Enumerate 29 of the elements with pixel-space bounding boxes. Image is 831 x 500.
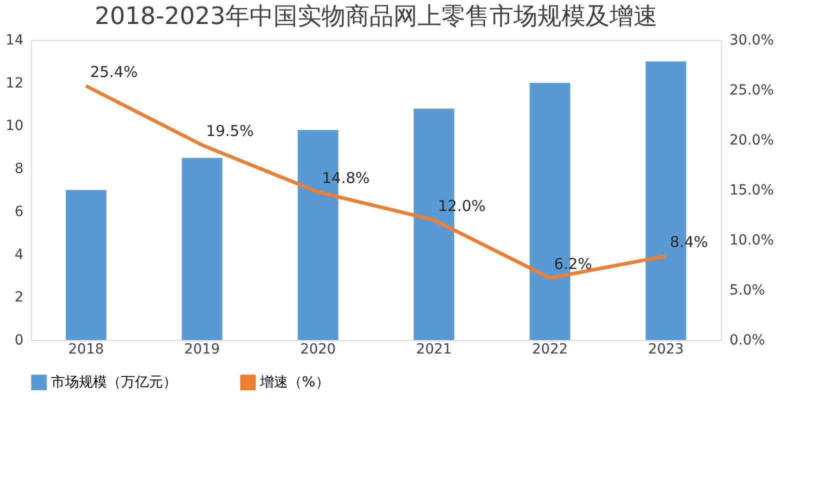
data-label: 19.5% (206, 122, 254, 140)
y-tick-label: 2 (14, 290, 24, 306)
y2-tick-label: 10.0% (730, 232, 774, 248)
y-tick-label: 10 (6, 118, 24, 134)
data-label: 25.4% (90, 63, 138, 81)
x-tick-label: 2022 (532, 342, 568, 358)
y2-tick-label: 5.0% (730, 282, 766, 298)
chart-title: 2018-2023年中国实物商品网上零售市场规模及增速 (94, 2, 658, 30)
y-tick-label: 12 (6, 75, 24, 92)
x-tick-label: 2021 (416, 342, 452, 358)
y2-tick-label: 0.0% (730, 332, 766, 348)
x-tick-label: 2023 (648, 342, 684, 358)
bar (182, 158, 222, 340)
y-tick-label: 0 (14, 332, 24, 348)
y2-tick-label: 30.0% (730, 32, 774, 48)
x-tick-label: 2018 (68, 342, 104, 358)
legend-label: 市场规模（万亿元） (51, 374, 177, 390)
x-tick-label: 2019 (184, 342, 220, 358)
y2-tick-label: 20.0% (730, 132, 774, 148)
y-tick-label: 14 (6, 32, 24, 48)
y2-tick-label: 15.0% (730, 182, 774, 198)
x-tick-label: 2020 (300, 342, 336, 358)
y2-tick-label: 25.0% (730, 82, 774, 98)
bar (66, 190, 106, 340)
y-tick-label: 6 (14, 204, 24, 220)
legend-label: 增速（%） (259, 374, 330, 390)
y-tick-label: 4 (14, 246, 24, 263)
y-tick-label: 8 (14, 161, 24, 178)
line-series (84, 84, 668, 280)
